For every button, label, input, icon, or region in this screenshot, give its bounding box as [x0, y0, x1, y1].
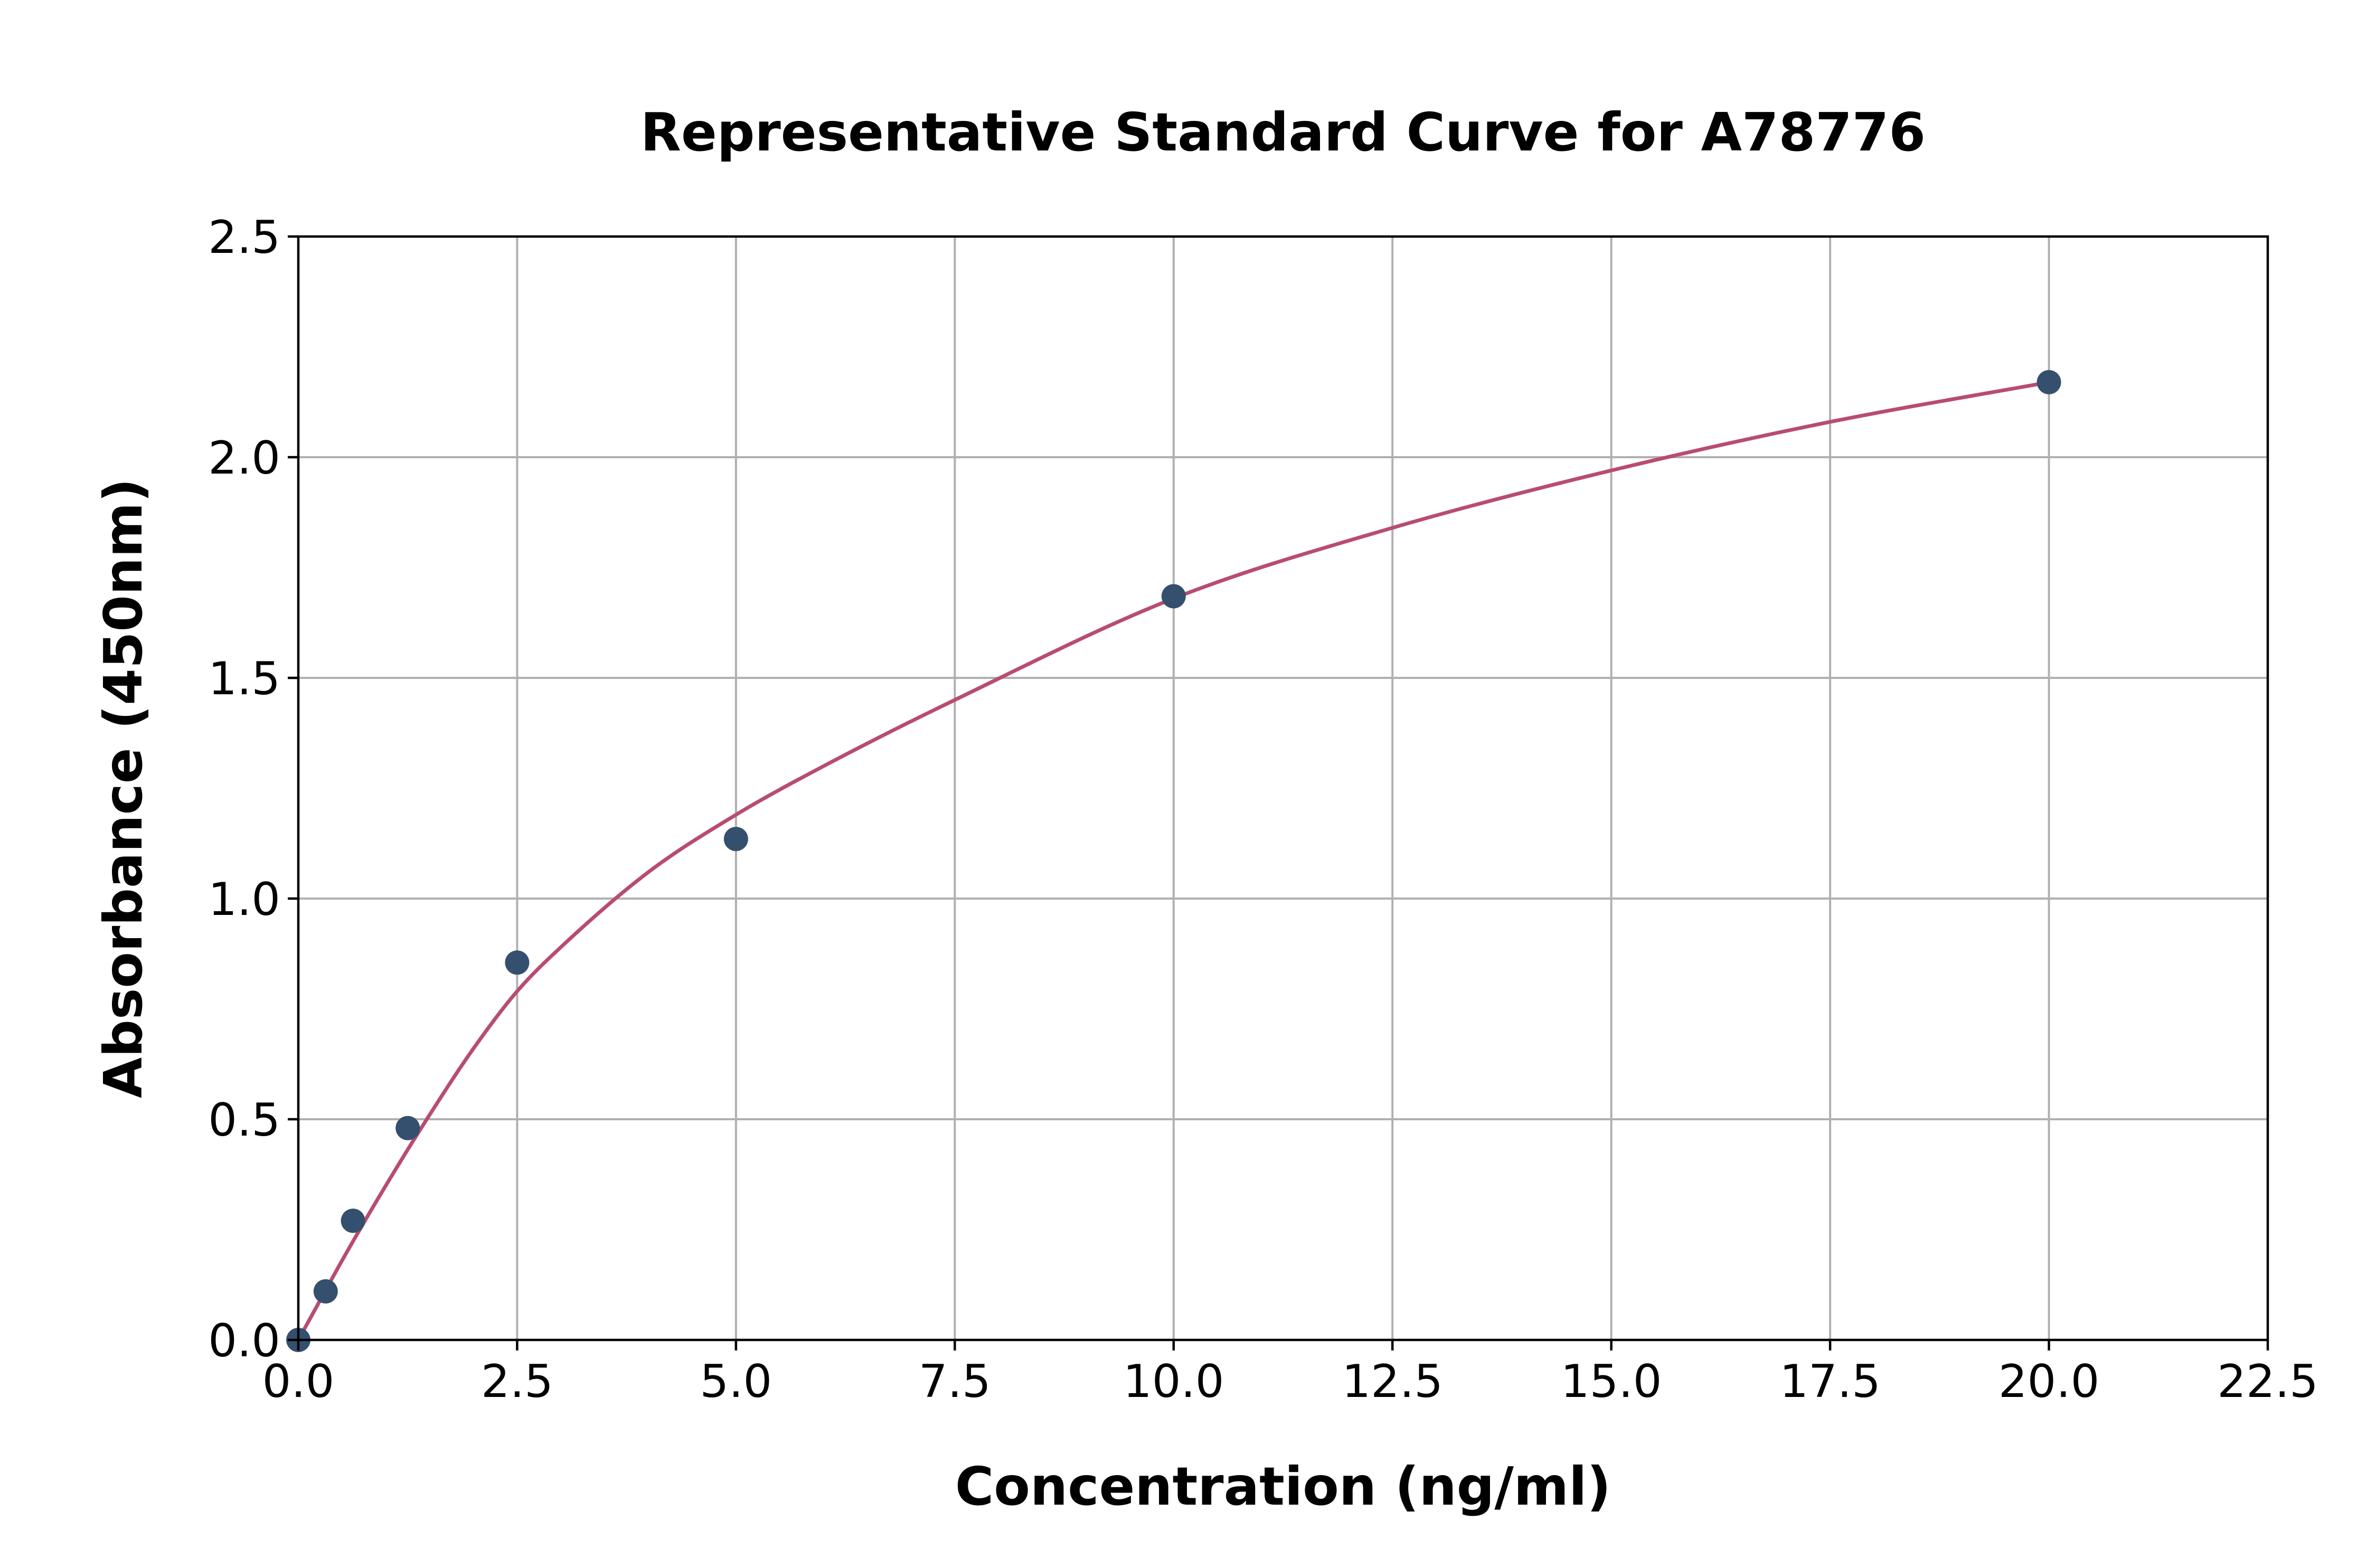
x-tick-label: 5.0 — [700, 1355, 772, 1408]
y-tick-label: 2.0 — [208, 432, 280, 485]
plot-frame — [297, 235, 2269, 1342]
x-tick-label: 7.5 — [919, 1355, 991, 1408]
x-tick-label: 12.5 — [1342, 1355, 1442, 1408]
x-tick-label: 0.0 — [262, 1355, 335, 1408]
y-axis-label: Absorbance (450nm) — [92, 478, 154, 1098]
fitted-curve-layer — [296, 380, 2051, 1342]
fitted-curve-line — [296, 380, 2051, 1342]
x-tick-label: 15.0 — [1561, 1355, 1662, 1408]
data-point — [313, 1279, 338, 1304]
x-tick-label: 20.0 — [1998, 1355, 2099, 1408]
data-point — [1161, 584, 1186, 609]
grid-lines — [297, 235, 2269, 1341]
data-points-layer — [286, 370, 2061, 1352]
y-tick-label: 0.5 — [208, 1094, 280, 1147]
x-axis-label: Concentration (ng/ml) — [955, 1456, 1611, 1517]
data-point — [723, 827, 748, 852]
data-point — [341, 1208, 365, 1233]
data-point — [2036, 370, 2061, 394]
data-point — [395, 1116, 420, 1140]
y-tick-label: 2.5 — [208, 211, 280, 264]
chart-title: Representative Standard Curve for A78776 — [640, 101, 1926, 163]
x-tick-label: 2.5 — [481, 1355, 553, 1408]
x-tick-label: 22.5 — [2217, 1355, 2318, 1408]
axis-ticks: 0.0 2.5 5.0 7.5 10.0 12.5 15.0 17.5 20.0 22.5 0.0 0… — [208, 211, 2318, 1408]
y-tick-label: 1.0 — [208, 873, 280, 926]
y-tick-label: 0.0 — [208, 1315, 280, 1367]
x-tick-label: 10.0 — [1123, 1355, 1224, 1408]
y-tick-label: 1.5 — [208, 653, 280, 705]
x-tick-label: 17.5 — [1779, 1355, 1880, 1408]
data-point — [505, 950, 530, 975]
